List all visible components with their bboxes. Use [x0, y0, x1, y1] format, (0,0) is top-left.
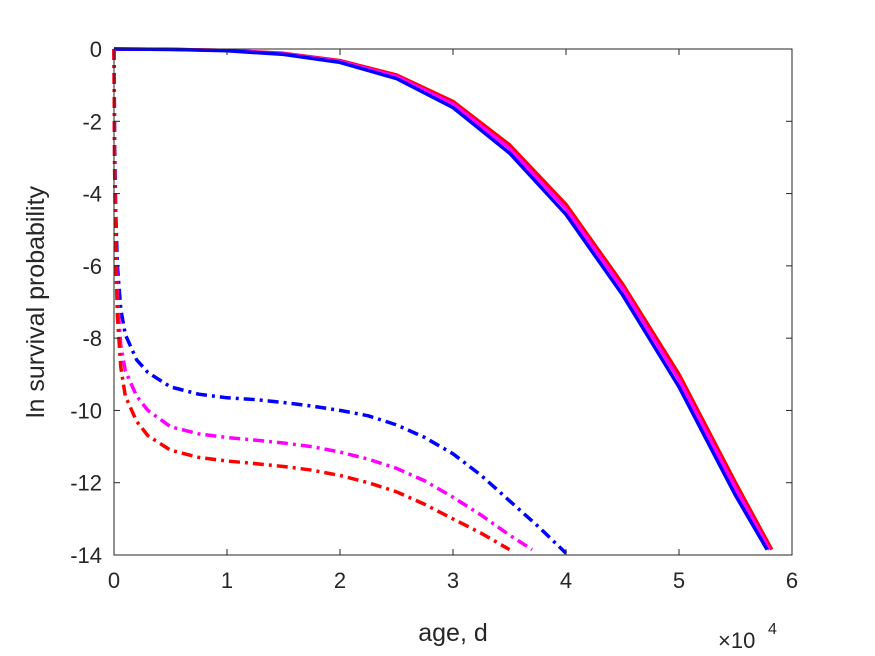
y-tick-label: -2: [82, 109, 102, 134]
tick-layer: 0 1 2 3 4 5 6 0 -2 -4 -6 -8 -10 -12 -14: [70, 37, 798, 593]
x-multiplier-exponent: 4: [768, 621, 777, 638]
x-multiplier: ×10 4: [718, 621, 777, 653]
x-multiplier-base: ×10: [718, 628, 755, 653]
y-tick-label: -14: [70, 543, 102, 568]
y-axis-label: ln survival probability: [22, 185, 50, 418]
y-tick-label: -12: [70, 471, 102, 496]
y-tick-label: -10: [70, 398, 102, 423]
x-tick-label: 0: [108, 568, 120, 593]
series-line-4: [112, 48, 568, 555]
x-tick-label: 5: [673, 568, 685, 593]
x-tick-label: 4: [560, 568, 572, 593]
x-tick-label: 2: [334, 568, 346, 593]
x-tick-label: 6: [786, 568, 798, 593]
y-tick-label: 0: [90, 37, 102, 62]
y-tick-label: -8: [82, 326, 102, 351]
y-tick-label: -6: [82, 254, 102, 279]
y-tick-label: -4: [82, 182, 102, 207]
x-tick-label: 3: [447, 568, 459, 593]
plot-background: [114, 49, 792, 555]
x-axis-label: age, d: [418, 619, 488, 647]
x-tick-label: 1: [221, 568, 233, 593]
